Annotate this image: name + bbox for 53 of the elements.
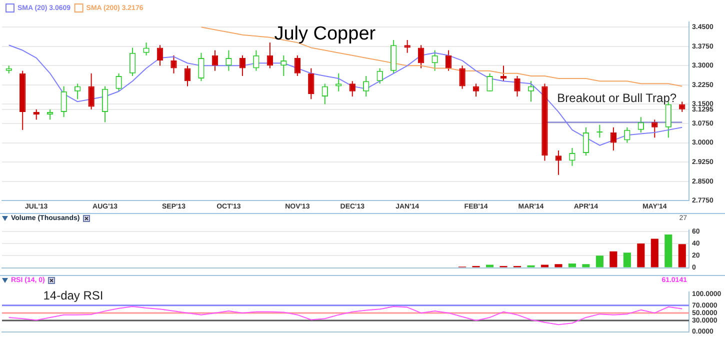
bar [568, 264, 576, 268]
candlestick [308, 68, 314, 100]
candlestick [266, 42, 274, 69]
bar [623, 252, 631, 268]
candlestick [156, 44, 164, 66]
bar [540, 264, 549, 268]
bar [554, 264, 562, 268]
candlestick [514, 75, 520, 98]
candlestick [102, 86, 108, 123]
candlestick [170, 54, 177, 74]
annotation: 14-day RSI [43, 288, 104, 302]
candlestick [638, 116, 644, 133]
candlestick [472, 83, 480, 98]
candlestick [432, 50, 438, 72]
candlestick [582, 126, 590, 156]
candlestick [418, 44, 424, 69]
candlestick [226, 50, 232, 72]
candlestick [280, 54, 287, 76]
candlestick [569, 147, 576, 166]
candlestick [528, 80, 534, 102]
candlestick [555, 150, 562, 176]
candlestick [253, 50, 260, 72]
candlestick [652, 119, 658, 138]
candlestick [212, 50, 218, 72]
candlestick [239, 54, 246, 76]
candlestick [445, 50, 452, 72]
candlestick [60, 86, 67, 118]
candlestick [184, 65, 191, 87]
candlestick [198, 52, 204, 82]
bar [664, 234, 672, 268]
chart-title: July Copper [274, 24, 376, 45]
candlestick [349, 80, 356, 98]
bar [582, 264, 590, 268]
candlestick [129, 47, 136, 76]
bar [596, 256, 604, 268]
candlestick [610, 126, 617, 151]
annotation: Breakout or Bull Trap? [557, 91, 677, 106]
candlestick [459, 65, 466, 90]
candlestick [404, 39, 410, 54]
candlestick [390, 39, 397, 74]
bar [650, 238, 658, 268]
candlestick [486, 72, 493, 92]
bar [637, 244, 645, 268]
candlestick [88, 72, 94, 110]
candlestick [679, 101, 686, 112]
bar [610, 251, 618, 268]
bar [678, 244, 686, 268]
candlestick [74, 83, 81, 100]
candlestick [294, 54, 300, 76]
candlestick [116, 72, 122, 92]
candlestick [363, 75, 370, 98]
candlestick [143, 42, 150, 56]
bar [486, 264, 494, 268]
